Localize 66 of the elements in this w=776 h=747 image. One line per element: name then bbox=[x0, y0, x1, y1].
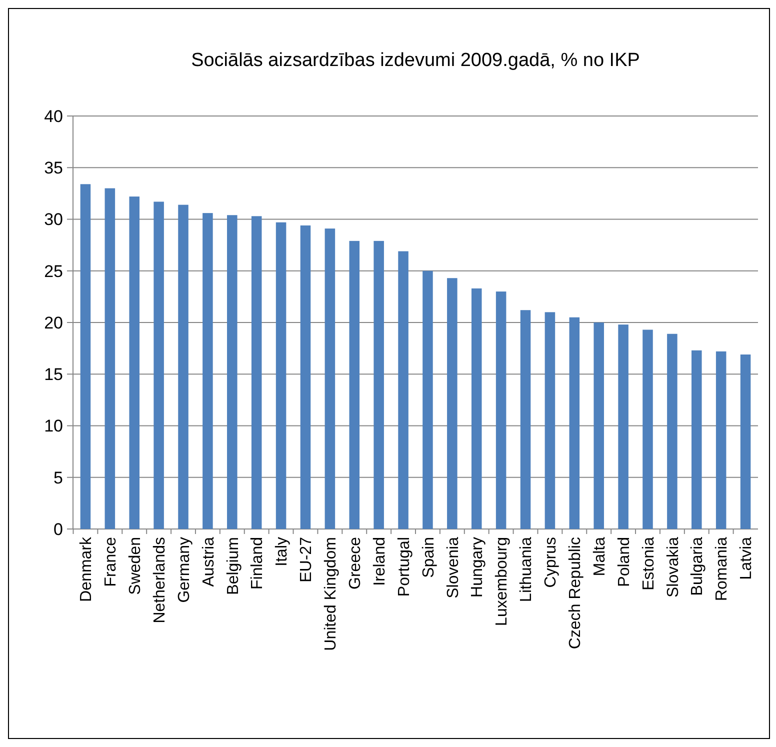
x-tick-label: Austria bbox=[200, 536, 218, 587]
y-tick-label: 30 bbox=[44, 210, 63, 230]
x-tick-label: Greece bbox=[346, 536, 364, 590]
bar bbox=[594, 322, 604, 529]
bar bbox=[300, 225, 311, 529]
x-tick-label: Luxembourg bbox=[494, 537, 511, 626]
bar bbox=[349, 240, 360, 529]
y-tick-label: 40 bbox=[44, 106, 63, 126]
x-tick-label: Latvia bbox=[738, 536, 756, 580]
bar bbox=[324, 228, 336, 529]
chart-title: Sociālās aizsardzības izdevumi 2009.gadā, % no IKP bbox=[191, 50, 640, 71]
bar bbox=[447, 278, 458, 529]
bar bbox=[374, 240, 384, 529]
x-tick-label: France bbox=[102, 536, 120, 587]
x-tick-label: Netherlands bbox=[151, 537, 168, 624]
y-tick-label: 35 bbox=[44, 158, 63, 178]
x-tick-label: Slovenia bbox=[444, 536, 462, 598]
bar bbox=[202, 213, 213, 529]
bar bbox=[740, 354, 751, 529]
bar bbox=[544, 312, 556, 529]
y-tick-label: 5 bbox=[54, 468, 63, 488]
x-tick-label: Estonia bbox=[640, 536, 658, 590]
x-tick-label: Finland bbox=[249, 537, 266, 590]
x-tick-label: Ireland bbox=[371, 537, 388, 586]
x-tick-label: Cyprus bbox=[542, 537, 560, 588]
x-tick-label: Italy bbox=[274, 537, 291, 566]
bar bbox=[178, 204, 188, 529]
x-tick-label: Germany bbox=[176, 537, 193, 603]
x-tick-label: Portugal bbox=[396, 537, 413, 597]
bar bbox=[80, 184, 91, 529]
x-tick-label: United Kingdom bbox=[322, 537, 340, 651]
bar bbox=[154, 202, 164, 529]
y-tick-label: 20 bbox=[44, 313, 63, 332]
x-tick-label: Belgium bbox=[224, 537, 242, 595]
bar bbox=[251, 216, 262, 529]
bar bbox=[129, 196, 140, 529]
x-tick-label: Spain bbox=[420, 537, 438, 578]
bar bbox=[471, 288, 482, 529]
bar bbox=[692, 350, 702, 529]
x-tick-label: EU-27 bbox=[298, 536, 316, 582]
y-tick-label: 15 bbox=[44, 365, 63, 384]
bar bbox=[422, 270, 433, 529]
bar bbox=[520, 310, 531, 529]
bar bbox=[398, 251, 408, 529]
x-tick-label: Hungary bbox=[469, 537, 486, 598]
y-tick-label: 0 bbox=[54, 520, 63, 539]
bar bbox=[618, 324, 628, 529]
x-tick-label: Slovakia bbox=[664, 536, 682, 598]
x-tick-label: Romania bbox=[714, 536, 731, 602]
bar bbox=[496, 292, 506, 529]
x-tick-label: Lithuania bbox=[518, 536, 536, 602]
bar bbox=[227, 215, 238, 529]
bar bbox=[276, 222, 286, 529]
x-tick-label: Czech Republic bbox=[567, 537, 584, 650]
y-tick-label: 10 bbox=[44, 416, 63, 436]
bar bbox=[104, 188, 116, 529]
x-tick-label: Poland bbox=[616, 537, 633, 587]
x-tick-label: Denmark bbox=[78, 536, 96, 602]
bar bbox=[642, 330, 653, 529]
bar bbox=[716, 351, 726, 529]
x-tick-label: Bulgaria bbox=[689, 536, 706, 596]
bar bbox=[667, 334, 678, 529]
bar bbox=[569, 317, 580, 529]
x-tick-label: Malta bbox=[591, 536, 608, 576]
x-tick-label: Sweden bbox=[126, 537, 144, 595]
y-tick-label: 25 bbox=[44, 262, 63, 281]
